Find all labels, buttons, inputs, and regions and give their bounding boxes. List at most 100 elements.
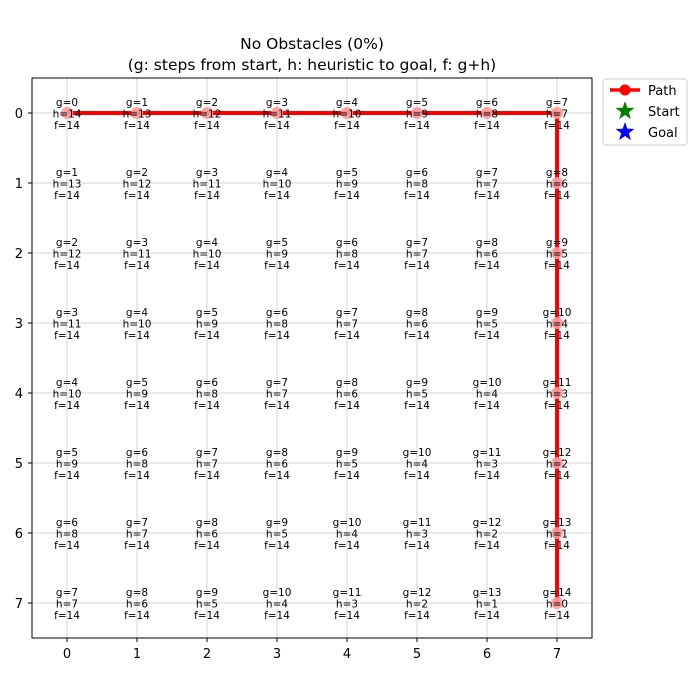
cell-f-label: f=14	[124, 400, 150, 412]
cell-f-label: f=14	[404, 540, 430, 552]
cell-f-label: f=14	[194, 330, 220, 342]
cell-g-label: g=12	[473, 517, 502, 529]
cell-g-label: g=3	[56, 307, 78, 319]
cell-h-label: h=2	[546, 459, 568, 471]
cell-f-label: f=14	[54, 190, 80, 202]
cell-f-label: f=14	[334, 610, 360, 622]
cell-g-label: g=1	[56, 167, 78, 179]
cell-h-label: h=6	[196, 529, 218, 541]
cell-f-label: f=14	[334, 120, 360, 132]
cell-f-label: f=14	[264, 540, 290, 552]
path-point	[481, 107, 493, 119]
cell-f-label: f=14	[404, 610, 430, 622]
cell-f-label: f=14	[404, 260, 430, 272]
cell-g-label: g=7	[476, 167, 498, 179]
cell-g-label: g=3	[196, 167, 218, 179]
cell-h-label: h=10	[53, 389, 82, 401]
y-tick-label: 1	[15, 177, 23, 192]
cell-h-label: h=4	[336, 529, 358, 541]
cell-f-label: f=14	[194, 190, 220, 202]
cell-g-label: g=8	[546, 167, 568, 179]
cell-h-label: h=7	[126, 529, 148, 541]
cell-h-label: h=3	[336, 599, 358, 611]
cell-g-label: g=5	[56, 447, 78, 459]
cell-h-label: h=8	[266, 319, 288, 331]
cell-h-label: h=11	[193, 179, 222, 191]
cell-f-label: f=14	[54, 470, 80, 482]
cell-h-label: h=11	[53, 319, 82, 331]
x-tick-label: 3	[273, 647, 281, 662]
cell-h-label: h=4	[406, 459, 428, 471]
cell-f-label: f=14	[124, 330, 150, 342]
cell-f-label: f=14	[124, 190, 150, 202]
cell-f-label: f=14	[124, 540, 150, 552]
cell-h-label: h=2	[406, 599, 428, 611]
cell-f-label: f=14	[264, 400, 290, 412]
cell-f-label: f=14	[474, 610, 500, 622]
cell-g-label: g=11	[403, 517, 432, 529]
cell-f-label: f=14	[264, 260, 290, 272]
cell-g-label: g=11	[333, 587, 362, 599]
cell-h-label: h=7	[406, 249, 428, 261]
x-tick-label: 7	[553, 647, 561, 662]
cell-f-label: f=14	[334, 540, 360, 552]
cell-g-label: g=2	[126, 167, 148, 179]
cell-g-label: g=1	[126, 97, 148, 109]
cell-f-label: f=14	[474, 260, 500, 272]
path-point	[201, 107, 213, 119]
path-point	[411, 107, 423, 119]
cell-h-label: h=4	[266, 599, 288, 611]
cell-h-label: h=11	[123, 249, 152, 261]
cell-f-label: f=14	[404, 400, 430, 412]
cell-g-label: g=8	[266, 447, 288, 459]
cell-h-label: h=8	[56, 529, 78, 541]
cell-f-label: f=14	[474, 330, 500, 342]
cell-g-label: g=8	[476, 237, 498, 249]
cell-g-label: g=5	[266, 237, 288, 249]
x-tick-label: 2	[203, 647, 211, 662]
cell-g-label: g=5	[336, 167, 358, 179]
cell-h-label: h=6	[546, 179, 568, 191]
x-tick-label: 1	[133, 647, 141, 662]
path-point	[551, 317, 563, 329]
cell-h-label: h=6	[336, 389, 358, 401]
cell-g-label: g=2	[56, 237, 78, 249]
cell-f-label: f=14	[334, 260, 360, 272]
cell-h-label: h=7	[336, 319, 358, 331]
cell-f-label: f=14	[194, 400, 220, 412]
cell-h-label: h=9	[336, 179, 358, 191]
cell-g-label: g=4	[126, 307, 148, 319]
cell-h-label: h=13	[123, 109, 152, 121]
cell-g-label: g=7	[196, 447, 218, 459]
cell-h-label: h=10	[123, 319, 152, 331]
path-point	[551, 177, 563, 189]
cell-g-label: g=7	[406, 237, 428, 249]
path-point	[551, 527, 563, 539]
y-tick-label: 2	[15, 247, 23, 262]
cell-g-label: g=9	[406, 377, 428, 389]
path-point	[61, 107, 73, 119]
cell-h-label: h=3	[406, 529, 428, 541]
cell-g-label: g=0	[56, 97, 78, 109]
cell-g-label: g=8	[126, 587, 148, 599]
cell-f-label: f=14	[334, 190, 360, 202]
cell-g-label: g=9	[546, 237, 568, 249]
cell-labels: g=0h=14f=14g=1h=13f=14g=2h=12f=14g=3h=11…	[53, 97, 572, 622]
path-layer	[61, 107, 563, 609]
y-tick-label: 0	[15, 107, 23, 122]
cell-f-label: f=14	[194, 470, 220, 482]
cell-f-label: f=14	[404, 470, 430, 482]
cell-g-label: g=9	[336, 447, 358, 459]
y-tick-label: 4	[15, 387, 23, 402]
cell-h-label: h=8	[336, 249, 358, 261]
cell-f-label: f=14	[124, 610, 150, 622]
cell-h-label: h=2	[476, 529, 498, 541]
cell-h-label: h=7	[546, 109, 568, 121]
cell-f-label: f=14	[54, 260, 80, 272]
cell-g-label: g=8	[196, 517, 218, 529]
cell-h-label: h=9	[196, 319, 218, 331]
cell-h-label: h=6	[126, 599, 148, 611]
cell-f-label: f=14	[124, 260, 150, 272]
x-tick-label: 0	[63, 647, 71, 662]
